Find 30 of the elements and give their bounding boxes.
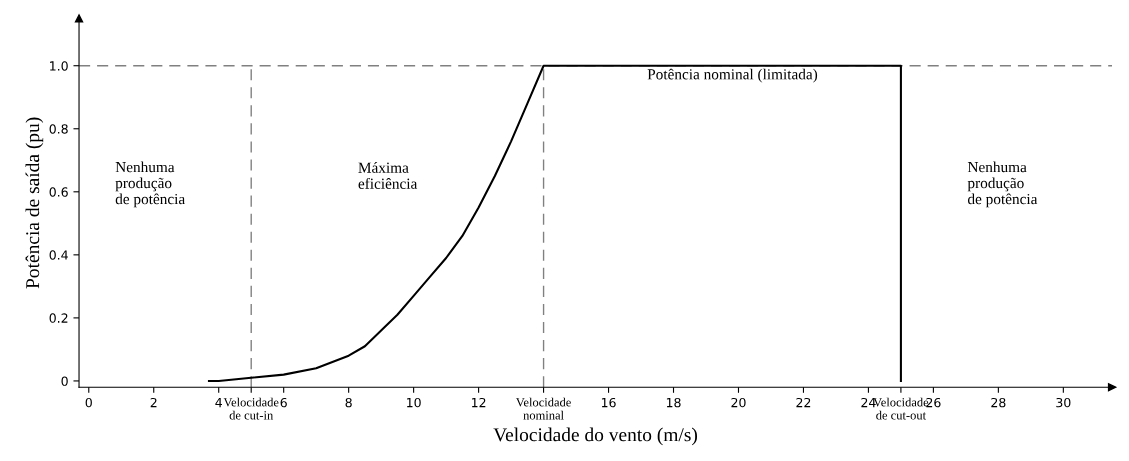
x-tick-label: 26 — [926, 397, 941, 408]
x-tick-label: 28 — [991, 397, 1006, 408]
x-tick-label: 18 — [666, 397, 681, 408]
annotation: Potência nominal (limitada) — [647, 68, 818, 83]
y-tick-label: 0.6 — [49, 187, 68, 197]
y-tick-label: 0.8 — [49, 124, 68, 134]
x-tick-label: 12 — [472, 397, 486, 408]
y-tick-label: 0.2 — [49, 313, 68, 323]
x-tick-label: Velocidade nominal — [515, 397, 571, 420]
line-series — [207, 64, 902, 382]
x-tick-label: 8 — [345, 397, 352, 408]
x-tick-label: 6 — [280, 397, 287, 408]
x-tick-label: 22 — [796, 397, 811, 408]
x-tick-label: 0 — [85, 397, 92, 408]
x-tick-label: 24 — [861, 397, 876, 408]
x-tick-label: 20 — [731, 397, 746, 408]
annotation: Nenhuma produção de potência — [967, 161, 1038, 208]
x-tick-label: Velocidade de cut-in — [223, 397, 279, 420]
y-tick-label: 0.4 — [49, 250, 68, 260]
x-tick-label: 4 — [215, 398, 222, 408]
annotation: Máxima eficiência — [358, 162, 418, 189]
x-tick-label: 30 — [1056, 397, 1071, 408]
y-tick-label: 0 — [61, 376, 68, 386]
x-axis-title: Velocidade do vento (m/s) — [493, 427, 698, 446]
y-axis-title: Potência de saída (pu) — [25, 117, 44, 289]
y-tick-label: 1.0 — [50, 61, 68, 71]
x-tick-label: 10 — [407, 397, 421, 408]
annotation: Nenhuma produção de potência — [115, 161, 185, 208]
x-tick-label: 16 — [601, 397, 616, 408]
x-tick-label: 2 — [150, 397, 157, 408]
